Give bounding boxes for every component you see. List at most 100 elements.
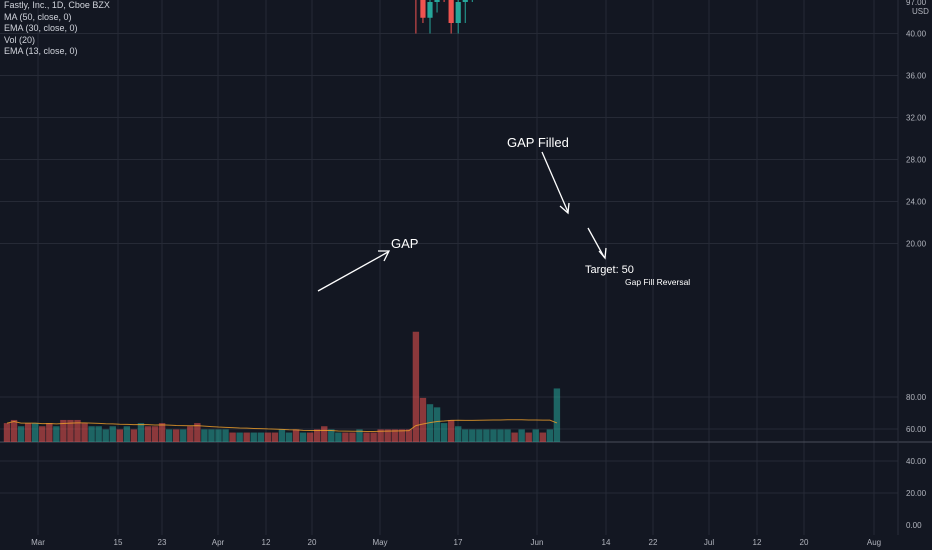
- volume-tick-label: 0.00: [906, 521, 922, 530]
- volume-bar: [81, 423, 88, 442]
- volume-bar: [433, 407, 441, 442]
- price-tick-label: 28.00: [906, 156, 927, 165]
- volume-bar: [328, 429, 335, 442]
- volume-ma-line: [6, 419, 558, 432]
- candle-body: [455, 2, 461, 23]
- volume-bar: [123, 426, 131, 442]
- volume-bar: [102, 429, 109, 442]
- volume-bar: [370, 432, 377, 442]
- chart-grid: [0, 0, 932, 535]
- legend-vol[interactable]: Vol (20): [4, 34, 36, 45]
- time-tick-label: 12: [753, 538, 762, 547]
- gap-filled-arrowhead: [559, 202, 570, 215]
- price-tick-label: 20.00: [906, 240, 927, 249]
- price-tick-label: 36.00: [906, 72, 927, 81]
- price-tick-label: 24.00: [906, 198, 927, 207]
- price-tick-label: 40.00: [906, 30, 927, 39]
- volume-bar: [476, 429, 483, 442]
- time-tick-label: May: [372, 538, 387, 547]
- time-tick-label: 20: [308, 538, 317, 547]
- volume-tick-label: 80.00: [906, 393, 927, 402]
- volume-bar: [17, 426, 25, 442]
- volume-bar: [398, 429, 405, 442]
- time-tick-label: 14: [602, 538, 611, 547]
- volume-bar: [173, 429, 180, 442]
- volume-bar: [257, 432, 264, 442]
- volume-bar: [264, 432, 272, 442]
- candle-body: [420, 0, 426, 18]
- legend-ema30[interactable]: EMA (30, close, 0): [4, 23, 78, 33]
- volume-tick-label: 60.00: [906, 425, 927, 434]
- gap-label: GAP: [391, 236, 418, 251]
- volume-bar: [518, 429, 525, 442]
- target-label: Target: 50: [585, 264, 634, 276]
- candle-body: [427, 2, 433, 18]
- annotations: GAP Filled GAP Target: 50 Gap Fill Rever…: [317, 135, 690, 292]
- gap-arrowhead: [378, 250, 391, 262]
- volume-bar: [46, 423, 53, 442]
- volume-tick-label: 20.00: [906, 489, 927, 498]
- volume-bar: [504, 429, 511, 442]
- volume-bar: [405, 429, 413, 442]
- time-tick-label: 23: [158, 538, 167, 547]
- chart-legend: Fastly, Inc., 1D, Cboe BZX MA (50, close…: [4, 0, 110, 58]
- volume-bar: [285, 432, 293, 442]
- volume-bar: [455, 426, 462, 442]
- volume-bar: [356, 429, 363, 442]
- volume-bar: [10, 419, 18, 442]
- volume-bar: [116, 429, 123, 442]
- time-tick-label: Jun: [531, 538, 544, 547]
- reversal-label: Gap Fill Reversal: [625, 277, 690, 287]
- volume-bar: [201, 429, 208, 442]
- volume-bar: [151, 426, 159, 442]
- volume-bar: [60, 419, 67, 442]
- volume-bar: [53, 426, 60, 442]
- legend-symbol[interactable]: Fastly, Inc., 1D, Cboe BZX: [4, 0, 110, 10]
- volume-bar: [314, 429, 321, 442]
- volume-bar: [74, 419, 81, 442]
- volume-bar: [165, 429, 173, 442]
- volume-bars: [3, 331, 561, 442]
- volume-bar: [335, 432, 342, 442]
- time-tick-label: 20: [800, 538, 809, 547]
- target-arrow: [587, 227, 605, 258]
- volume-bar: [3, 423, 11, 442]
- volume-bar: [299, 432, 307, 442]
- volume-bar: [137, 423, 145, 442]
- time-axis[interactable]: Mar 15 23 Apr 12 20 May 17 Jun 14 22 Jul 12 20 Aug: [31, 538, 881, 547]
- volume-bar: [391, 429, 398, 442]
- volume-bar: [525, 432, 532, 442]
- volume-bar: [215, 429, 222, 442]
- volume-bar: [243, 432, 250, 442]
- volume-bar: [229, 432, 236, 442]
- time-tick-label: Mar: [31, 538, 45, 547]
- volume-bar: [412, 331, 420, 442]
- legend-ema13[interactable]: EMA (13, close, 0): [4, 46, 78, 56]
- time-tick-label: Jul: [704, 538, 714, 547]
- legend-ma50[interactable]: MA (50, close, 0): [4, 11, 72, 22]
- volume-bar: [490, 429, 497, 442]
- time-tick-label: 17: [454, 538, 463, 547]
- volume-bar: [532, 429, 539, 442]
- time-tick-label: 22: [649, 538, 658, 547]
- volume-bar: [539, 432, 546, 442]
- volume-bar: [447, 419, 455, 442]
- volume-bar: [292, 429, 300, 442]
- time-tick-label: Apr: [212, 538, 225, 547]
- candle-body: [462, 0, 468, 2]
- volume-bar: [271, 432, 279, 442]
- volume-bar: [511, 432, 518, 442]
- price-axis[interactable]: 97.0092.0088.0084.0080.0076.0072.0068.00…: [900, 0, 930, 530]
- currency-label: USD: [912, 7, 929, 16]
- volume-bar: [497, 429, 504, 442]
- volume-tick-label: 40.00: [906, 457, 927, 466]
- volume-bar: [321, 426, 328, 442]
- target-arrowhead: [598, 247, 607, 260]
- volume-bar: [419, 397, 427, 442]
- volume-bar: [39, 426, 46, 442]
- volume-bar: [32, 423, 39, 442]
- gap-arrow: [317, 251, 389, 292]
- volume-bar: [67, 419, 74, 442]
